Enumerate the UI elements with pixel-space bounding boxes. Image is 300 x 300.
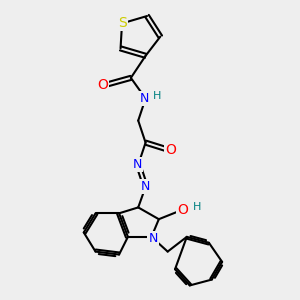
Text: O: O — [165, 143, 176, 157]
Text: H: H — [193, 202, 201, 212]
Text: N: N — [133, 158, 142, 171]
Text: S: S — [118, 16, 126, 30]
Text: O: O — [98, 78, 108, 92]
Text: N: N — [140, 180, 150, 193]
Text: H: H — [153, 91, 161, 101]
Text: N: N — [140, 92, 149, 105]
Text: N: N — [148, 232, 158, 245]
Text: O: O — [177, 203, 188, 218]
